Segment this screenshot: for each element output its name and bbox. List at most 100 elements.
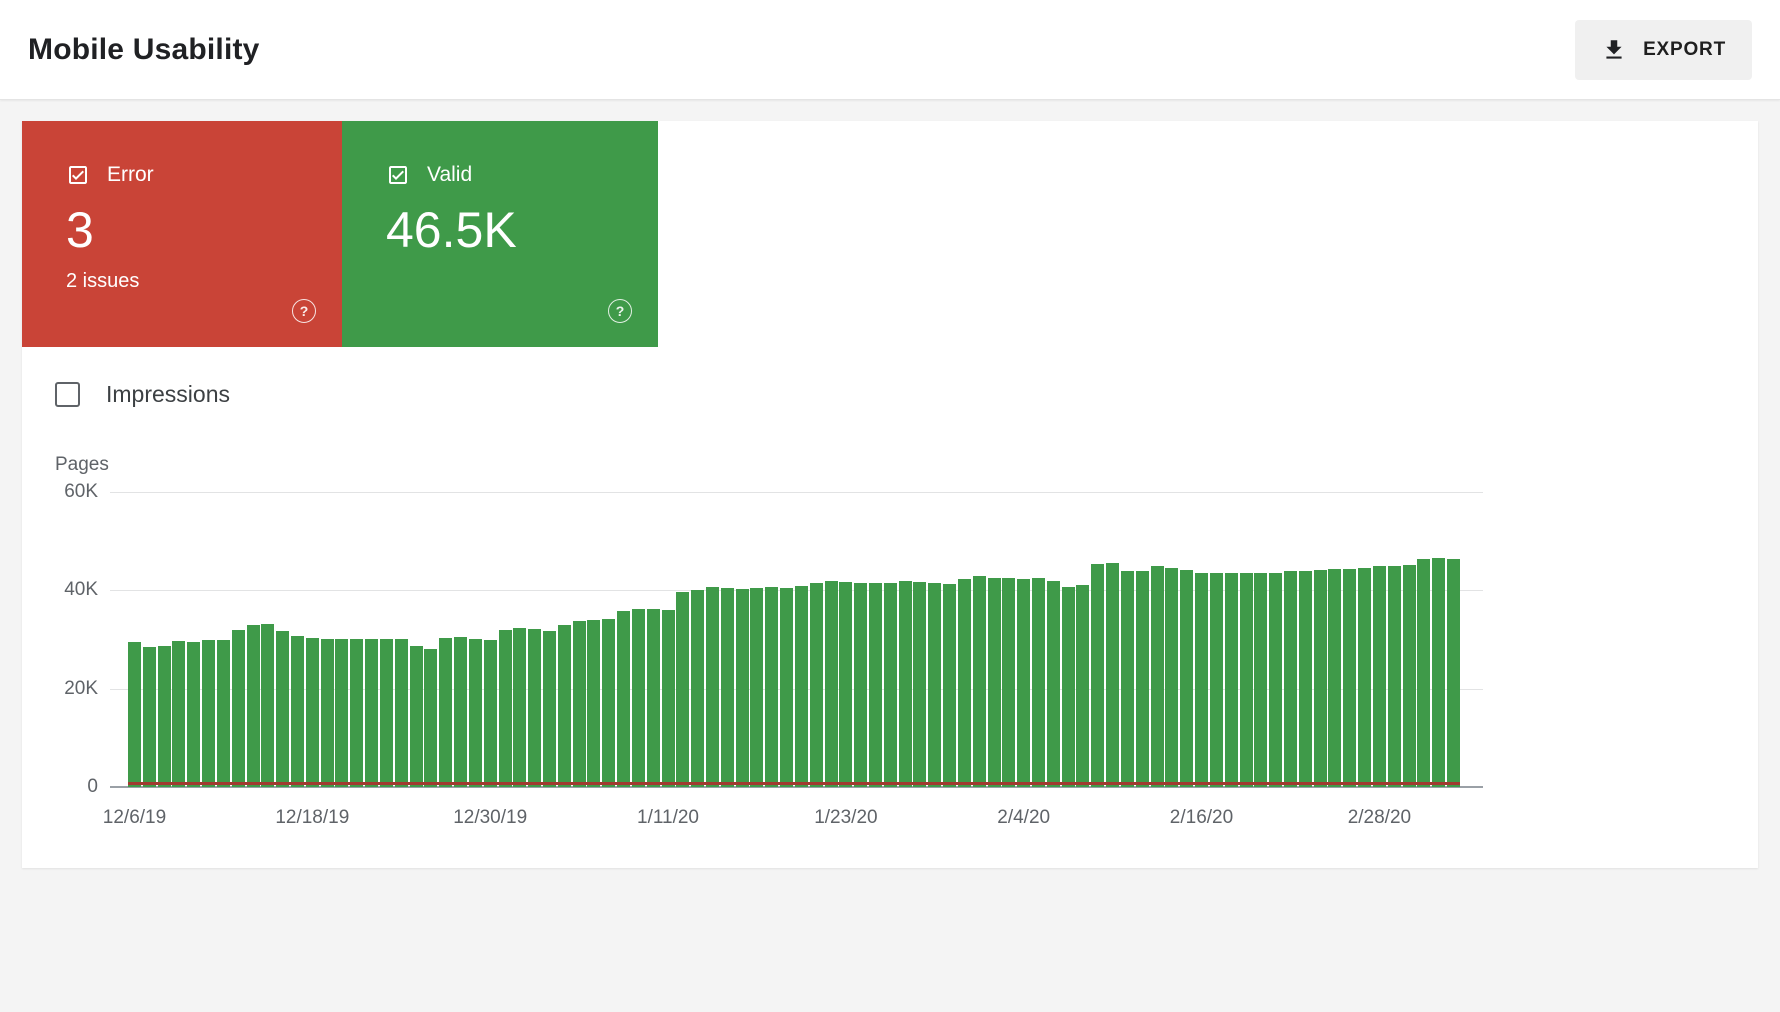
valid-bar[interactable]	[231, 630, 245, 787]
valid-bar[interactable]	[750, 588, 764, 787]
error-checked-checkbox-icon[interactable]	[66, 163, 90, 187]
valid-bar[interactable]	[691, 589, 705, 787]
valid-bar[interactable]	[972, 576, 986, 787]
valid-bar[interactable]	[705, 587, 719, 787]
valid-bar[interactable]	[1283, 571, 1297, 787]
valid-bar[interactable]	[1313, 569, 1327, 787]
valid-bar[interactable]	[1091, 563, 1105, 787]
valid-bar[interactable]	[1402, 564, 1416, 787]
valid-bar[interactable]	[557, 625, 571, 787]
valid-bar[interactable]	[1165, 568, 1179, 787]
valid-checked-checkbox-icon[interactable]	[386, 163, 410, 187]
valid-bar[interactable]	[365, 639, 379, 787]
valid-bar[interactable]	[928, 583, 942, 787]
valid-bar[interactable]	[572, 620, 586, 787]
x-tick-label: 2/4/20	[997, 807, 1051, 828]
valid-bar[interactable]	[617, 610, 631, 787]
valid-bar[interactable]	[128, 642, 141, 787]
valid-bar[interactable]	[454, 636, 468, 787]
valid-bar[interactable]	[1150, 566, 1164, 787]
valid-bar[interactable]	[1061, 587, 1075, 787]
valid-bar[interactable]	[350, 638, 364, 787]
valid-bar[interactable]	[1446, 559, 1460, 787]
valid-bar[interactable]	[1046, 580, 1060, 787]
valid-bar[interactable]	[943, 584, 957, 787]
valid-bar[interactable]	[869, 583, 882, 787]
valid-bar[interactable]	[854, 582, 868, 787]
valid-bar[interactable]	[335, 639, 349, 787]
valid-bar[interactable]	[839, 581, 853, 787]
valid-bar[interactable]	[957, 578, 971, 787]
valid-bar[interactable]	[1328, 569, 1342, 787]
valid-bar[interactable]	[1224, 572, 1238, 787]
valid-bar[interactable]	[631, 609, 645, 787]
valid-bar[interactable]	[528, 629, 542, 787]
valid-bar[interactable]	[1343, 568, 1357, 787]
export-button[interactable]: EXPORT	[1575, 19, 1752, 80]
valid-bar[interactable]	[1387, 565, 1401, 787]
valid-bar[interactable]	[216, 639, 230, 787]
valid-bar[interactable]	[661, 609, 675, 787]
valid-bar[interactable]	[276, 630, 290, 787]
error-series-line[interactable]	[128, 782, 1460, 785]
valid-bar[interactable]	[439, 637, 453, 787]
valid-help-icon[interactable]: ?	[608, 299, 632, 323]
valid-bar[interactable]	[765, 587, 779, 787]
valid-bar[interactable]	[824, 581, 838, 787]
valid-bar[interactable]	[542, 630, 556, 787]
valid-bar[interactable]	[1372, 566, 1386, 787]
valid-bar[interactable]	[1032, 578, 1046, 787]
valid-bar[interactable]	[1358, 568, 1372, 787]
valid-bar[interactable]	[498, 629, 512, 787]
valid-bar[interactable]	[898, 581, 912, 787]
valid-bar[interactable]	[157, 645, 171, 787]
valid-bar[interactable]	[1195, 572, 1209, 787]
valid-bar[interactable]	[720, 587, 734, 787]
valid-bar[interactable]	[1239, 573, 1253, 787]
error-card[interactable]: Error 3 2 issues ?	[22, 121, 342, 347]
valid-bar[interactable]	[1135, 570, 1149, 787]
valid-bar[interactable]	[172, 640, 186, 787]
valid-bar[interactable]	[1254, 572, 1268, 787]
valid-bar[interactable]	[646, 608, 660, 787]
valid-bar[interactable]	[1076, 585, 1090, 787]
valid-bar[interactable]	[987, 577, 1001, 787]
valid-bar[interactable]	[1180, 570, 1194, 787]
impressions-checkbox[interactable]	[55, 382, 80, 407]
valid-bar[interactable]	[913, 581, 927, 787]
valid-bar[interactable]	[483, 640, 497, 787]
valid-bar[interactable]	[602, 618, 616, 787]
valid-bar[interactable]	[1120, 571, 1134, 787]
valid-bar[interactable]	[305, 637, 319, 787]
valid-bar[interactable]	[261, 624, 275, 787]
valid-bar[interactable]	[394, 639, 408, 787]
valid-card[interactable]: Valid 46.5K ?	[342, 121, 658, 347]
valid-bar[interactable]	[883, 582, 897, 787]
error-help-icon[interactable]: ?	[292, 299, 316, 323]
valid-bar[interactable]	[202, 640, 216, 787]
valid-bar[interactable]	[1417, 558, 1431, 787]
valid-bar[interactable]	[409, 646, 423, 787]
valid-bar[interactable]	[794, 585, 808, 787]
valid-bar[interactable]	[735, 589, 749, 787]
valid-bar[interactable]	[468, 639, 482, 787]
valid-bar[interactable]	[1106, 562, 1120, 787]
valid-bar[interactable]	[424, 648, 438, 787]
valid-bar[interactable]	[246, 624, 260, 787]
valid-bar[interactable]	[291, 636, 305, 787]
valid-bar[interactable]	[320, 638, 334, 787]
valid-bar[interactable]	[676, 591, 690, 787]
valid-bar[interactable]	[587, 620, 601, 787]
valid-bar[interactable]	[1002, 578, 1016, 787]
valid-bar[interactable]	[513, 628, 527, 787]
valid-bar[interactable]	[142, 646, 156, 787]
valid-bar[interactable]	[187, 641, 201, 787]
valid-bar[interactable]	[379, 638, 393, 787]
valid-bar[interactable]	[1269, 573, 1283, 787]
valid-bar[interactable]	[1209, 573, 1223, 787]
valid-bar[interactable]	[1432, 558, 1446, 787]
valid-bar[interactable]	[809, 583, 823, 787]
valid-bar[interactable]	[1298, 570, 1312, 787]
valid-bar[interactable]	[1017, 578, 1031, 787]
valid-bar[interactable]	[780, 587, 794, 787]
